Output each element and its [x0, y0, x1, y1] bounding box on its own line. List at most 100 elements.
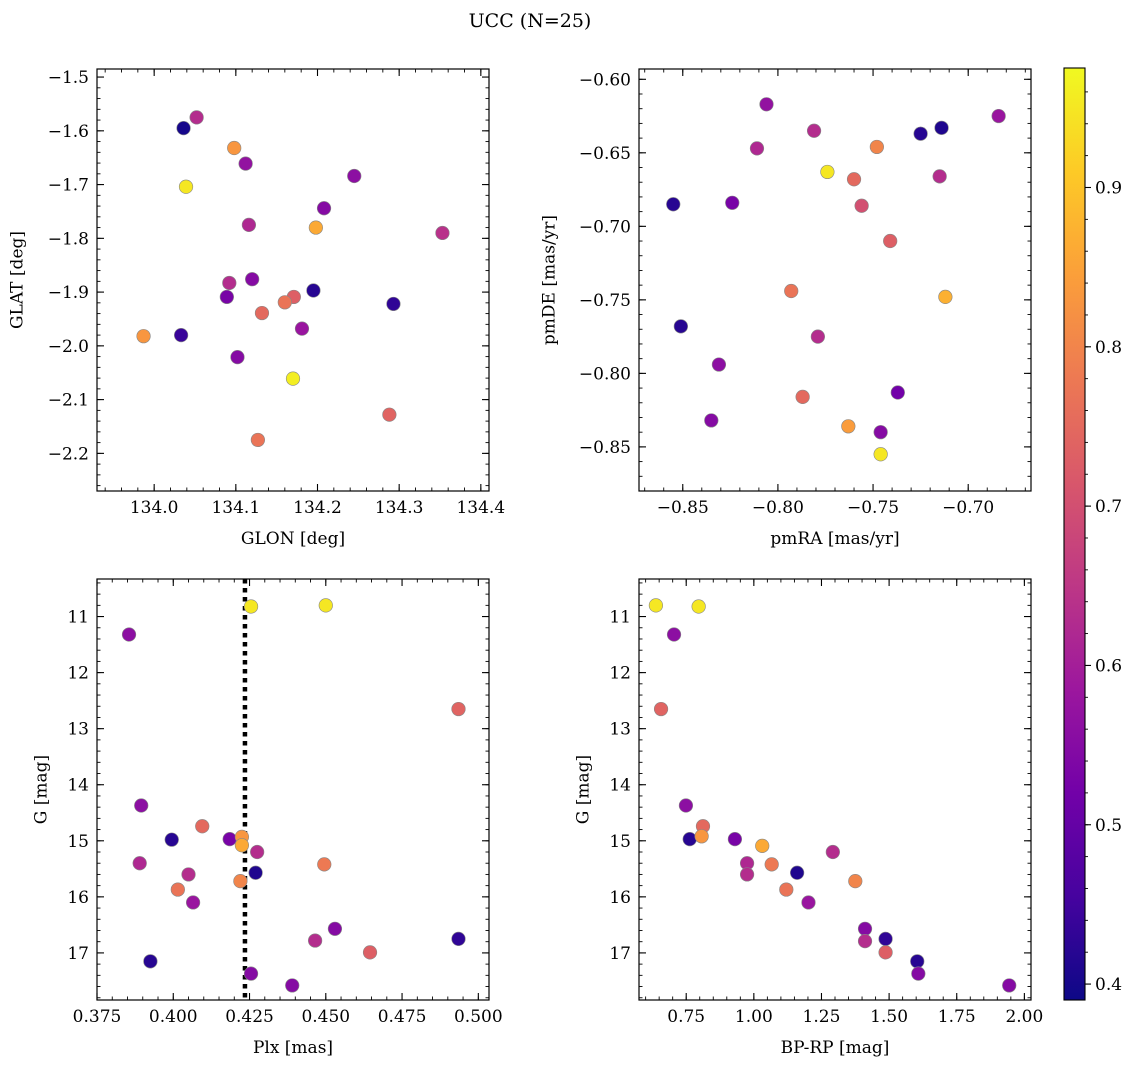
scatter-point [691, 599, 706, 614]
y-tick-label: −1.8 [48, 229, 89, 249]
x-tick-label: 0.500 [454, 1007, 503, 1027]
x-tick-label: 0.475 [378, 1007, 427, 1027]
x-axis-label: BP-RP [mag] [781, 1038, 890, 1058]
y-tick-label: 14 [67, 776, 89, 796]
scatter-point [932, 169, 947, 184]
y-tick-label: 17 [609, 944, 631, 964]
panel-pmra-pmde: −0.85 −0.80 −0.75 −0.70 −0.60 −0.65 −0.70 −0.75… [540, 68, 1032, 549]
scatter-point [285, 371, 301, 386]
scatter-point [347, 168, 362, 184]
scatter-point [248, 865, 263, 880]
scatter-point [233, 874, 248, 889]
y-tick-label: 14 [609, 776, 631, 796]
scatter-point [382, 407, 397, 422]
scatter-point [222, 832, 237, 847]
y-tick-label: 15 [609, 832, 631, 852]
colorbar-tick-label: 0.7 [1095, 497, 1122, 517]
scatter-point [243, 599, 259, 614]
scatter-point [134, 798, 149, 813]
scatter-point [227, 140, 242, 156]
scatter-point [181, 867, 196, 882]
scatter-point [934, 120, 949, 135]
y-tick-label: 12 [67, 664, 89, 684]
y-tick-label: 11 [609, 608, 631, 628]
scatter-point [386, 296, 401, 312]
scatter-point [694, 829, 709, 844]
colorbar-tick-label: 0.5 [1095, 816, 1122, 836]
scatter-point [678, 798, 694, 813]
scatter-point [883, 233, 898, 249]
scatter-point [755, 838, 770, 853]
scatter-point [878, 945, 893, 960]
y-tick-label: 13 [67, 720, 89, 740]
scatter-point [174, 328, 189, 343]
scatter-point [222, 275, 237, 291]
scatter-point [318, 598, 333, 613]
scatter-point [164, 832, 179, 847]
scatter-point [254, 305, 270, 321]
scatter-point [790, 865, 805, 880]
scatter-point [666, 627, 682, 642]
x-tick-label: 1.00 [735, 1007, 773, 1027]
x-tick-label: 0.425 [225, 1007, 274, 1027]
colorbar-tick-label: 0.9 [1095, 178, 1122, 198]
x-tick-label: 1.75 [938, 1007, 976, 1027]
scatter-point [739, 867, 755, 882]
y-tick-label: −1.7 [48, 176, 89, 196]
scatter-point [170, 882, 185, 897]
scatter-point [308, 220, 323, 235]
y-tick-label: −0.80 [579, 364, 631, 384]
x-tick-label: 1.25 [803, 1007, 841, 1027]
x-tick-label: 2.00 [1005, 1007, 1043, 1027]
plot-frame [96, 578, 490, 1001]
x-axis-label: pmRA [mas/yr] [770, 529, 899, 549]
colorbar: 0.4 0.5 0.6 0.7 0.8 0.9 [1063, 67, 1122, 1001]
scatter-point [764, 857, 779, 872]
scatter-point [841, 419, 856, 434]
y-tick-label: −1.9 [48, 283, 89, 303]
panel-bprp-g: 0.75 1.00 1.25 1.50 1.75 2.00 11 12 13 14 15 16 17 BP… [574, 578, 1043, 1058]
scatter-point [250, 432, 265, 448]
y-axis-label: G [mag] [32, 755, 52, 824]
scatter-point [316, 201, 332, 216]
scatter-point [749, 141, 765, 156]
x-tick-label: −0.70 [942, 498, 994, 518]
y-tick-label: −1.5 [48, 68, 89, 88]
x-tick-label: 0.450 [301, 1007, 350, 1027]
scatter-point [820, 164, 835, 180]
y-tick-label: −0.65 [579, 144, 631, 164]
y-axis-label: pmDE [mas/yr] [540, 215, 560, 345]
colorbar-tick-label: 0.8 [1095, 338, 1122, 358]
scatter-point [725, 195, 740, 210]
scatter-point [784, 283, 799, 299]
scatter-point [230, 350, 245, 365]
scatter-point [178, 179, 194, 194]
x-tick-label: 134.2 [293, 498, 342, 518]
panel-plx-g: 0.375 0.400 0.425 0.450 0.475 0.500 11 12 13 14 15… [32, 578, 503, 1058]
y-tick-label: 12 [609, 664, 631, 684]
x-tick-label: 134.4 [456, 498, 505, 518]
y-tick-label: −0.75 [579, 291, 631, 311]
x-tick-label: 134.1 [211, 498, 260, 518]
x-tick-label: 0.375 [73, 1007, 122, 1027]
scatter-point [277, 295, 292, 310]
x-axis-label: GLON [deg] [241, 529, 345, 549]
scatter-point [245, 272, 260, 287]
scatter-point [727, 832, 743, 847]
scatter-point [294, 321, 310, 336]
scatter-point [136, 329, 151, 344]
scatter-point [890, 385, 905, 400]
x-tick-label: −0.80 [752, 498, 804, 518]
scatter-point [825, 844, 840, 860]
scatter-point [806, 123, 822, 138]
figure-title: UCC (N=25) [469, 10, 592, 32]
scatter-point [243, 966, 259, 981]
scatter-point [219, 289, 234, 305]
scatter-point [857, 921, 873, 936]
plot-frame [638, 578, 1032, 1001]
scatter-point [451, 701, 466, 717]
scatter-point [869, 139, 884, 155]
x-axis-label: Plx [mas] [253, 1038, 333, 1058]
colorbar-tick-label: 0.6 [1095, 656, 1122, 676]
scatter-point [795, 389, 810, 404]
